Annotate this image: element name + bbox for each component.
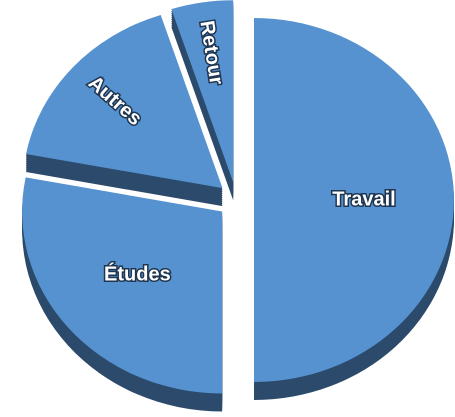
slice-tops bbox=[22, 0, 454, 394]
slice bbox=[26, 15, 223, 189]
slice bbox=[254, 18, 454, 382]
slice-label: Études bbox=[104, 263, 171, 286]
slice-label: Travail bbox=[332, 188, 395, 210]
slice bbox=[171, 0, 234, 183]
slice bbox=[22, 177, 223, 394]
